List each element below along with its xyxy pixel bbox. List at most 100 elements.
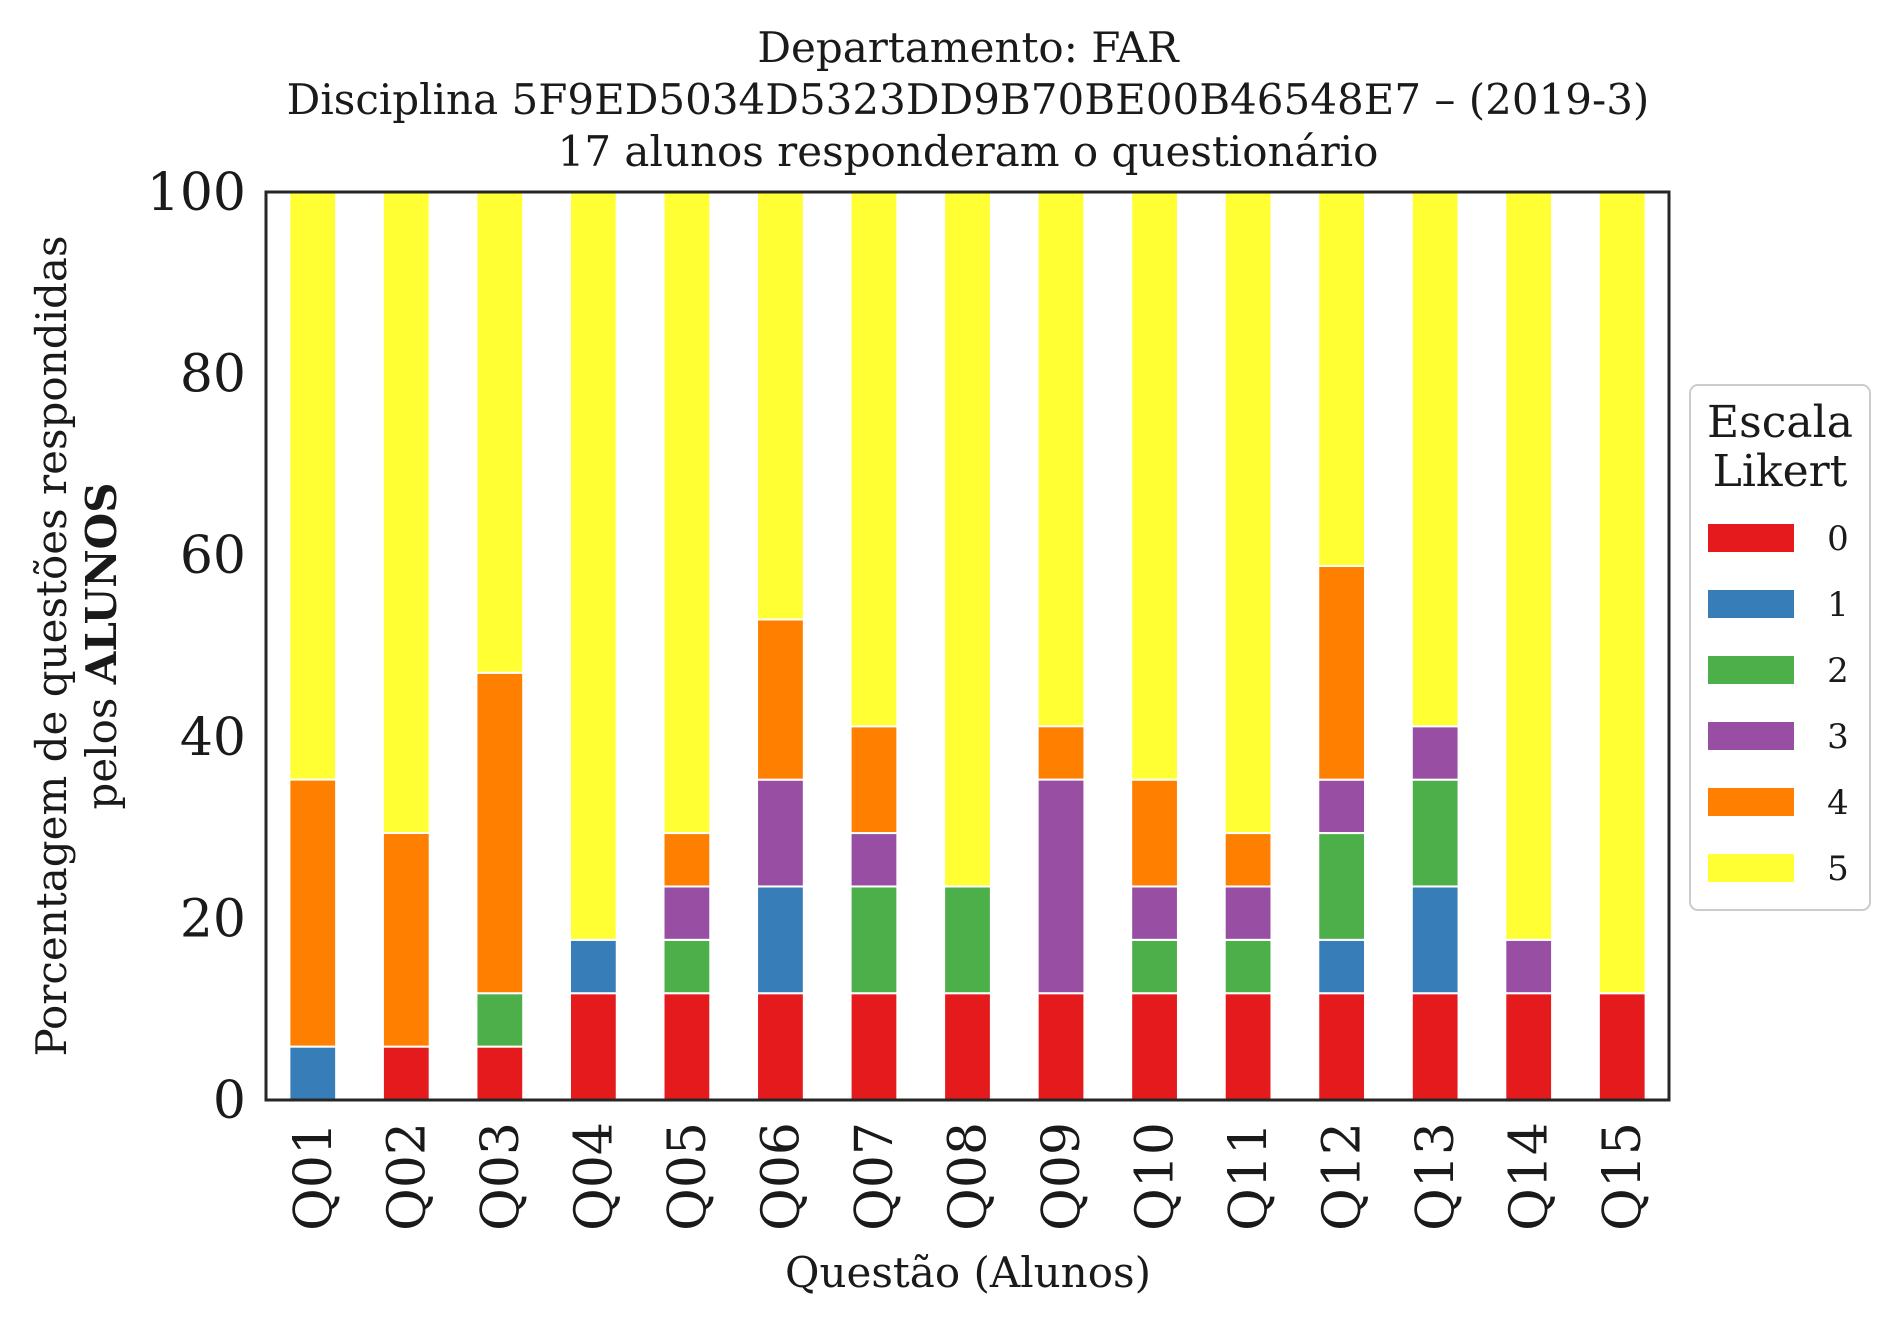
title-line-3: 17 alunos responderam o questionário [558, 127, 1379, 176]
y-axis-ticks: 0 20 40 60 80 100 [147, 163, 246, 1131]
x-axis-ticks: Q01 Q02 Q03 Q04 Q05 Q06 Q07 Q08 Q09 Q10 Q11 Q12 Q13 Q… [284, 1122, 1653, 1231]
x-tick-label: Q11 [1219, 1122, 1279, 1231]
bar-Q13-level-0 [1410, 992, 1460, 1101]
bar-Q14-level-3 [1504, 938, 1554, 995]
bar-Q05-level-3 [662, 885, 712, 941]
bar-Q14-level-5 [1504, 191, 1554, 941]
bar-Q07-level-5 [849, 191, 899, 728]
bar-Q08-level-0 [943, 992, 992, 1101]
bar-Q05-level-4 [662, 832, 712, 888]
legend-swatch-1 [1708, 590, 1794, 618]
bar-Q06-level-1 [756, 885, 805, 995]
y-tick-label: 0 [213, 1071, 246, 1131]
bar-Q09-level-0 [1036, 992, 1086, 1101]
bar-Q13-level-1 [1410, 885, 1460, 995]
bar-Q10-level-3 [1130, 885, 1179, 941]
y-tick-label: 20 [180, 889, 246, 949]
y-axis-label-prefix: pelos [77, 684, 126, 809]
bar-Q13-level-2 [1410, 778, 1460, 888]
bar-Q10-level-2 [1130, 938, 1179, 995]
bar-Q12-level-5 [1317, 191, 1367, 568]
bar-Q02-level-4 [381, 831, 431, 1048]
legend-label-5: 5 [1827, 849, 1849, 889]
x-tick-label: Q04 [564, 1122, 624, 1231]
y-tick-label: 60 [180, 526, 246, 586]
bar-Q03-level-5 [475, 191, 525, 674]
bar-Q14-level-0 [1504, 992, 1554, 1101]
bar-Q03-level-4 [475, 671, 525, 995]
x-tick-label: Q14 [1500, 1122, 1560, 1231]
legend-label-1: 1 [1827, 585, 1849, 625]
legend-swatch-0 [1708, 524, 1794, 552]
bar-Q11-level-3 [1223, 885, 1273, 941]
x-tick-label: Q01 [284, 1122, 344, 1231]
y-axis-label-bold: ALUNOS [77, 482, 126, 685]
legend-swatch-4 [1708, 788, 1794, 816]
bar-Q09-level-5 [1036, 191, 1086, 728]
bar-Q01-level-5 [288, 191, 338, 781]
legend-label-3: 3 [1827, 717, 1849, 757]
legend-label-2: 2 [1827, 651, 1849, 691]
bar-Q13-level-3 [1410, 725, 1460, 781]
bar-Q12-level-2 [1317, 832, 1367, 941]
bar-Q01-level-4 [288, 778, 338, 1048]
y-axis-label-line-2: pelos ALUNOS [77, 482, 126, 809]
y-axis-label-line-1: Porcentagem de questões respondidas [27, 235, 76, 1056]
legend-items: 0 1 2 3 4 5 [1708, 519, 1849, 889]
bar-Q09-level-4 [1036, 725, 1086, 781]
x-tick-label: Q06 [751, 1122, 811, 1231]
x-tick-label: Q07 [845, 1122, 905, 1231]
bar-Q07-level-2 [849, 885, 899, 995]
bar-Q02-level-5 [381, 191, 431, 834]
bar-Q10-level-4 [1130, 778, 1179, 888]
x-tick-label: Q13 [1406, 1122, 1466, 1231]
bar-Q04-level-5 [568, 191, 618, 941]
legend-swatch-2 [1708, 656, 1794, 684]
x-tick-label: Q12 [1313, 1122, 1373, 1231]
bar-Q07-level-3 [849, 832, 899, 888]
bar-Q06-level-5 [756, 191, 805, 621]
x-tick-label: Q03 [471, 1122, 531, 1231]
legend-swatch-5 [1708, 854, 1794, 882]
bar-Q03-level-0 [475, 1045, 525, 1102]
bar-Q11-level-5 [1223, 191, 1273, 835]
bar-Q10-level-5 [1130, 191, 1179, 781]
bar-Q12-level-0 [1317, 992, 1367, 1101]
bar-Q13-level-5 [1410, 191, 1460, 728]
legend: Escala Likert 0 1 2 3 4 5 [1689, 384, 1871, 911]
bar-Q12-level-4 [1317, 565, 1367, 781]
y-tick-label: 100 [147, 163, 246, 223]
bar-Q06-level-3 [756, 778, 805, 888]
legend-label-4: 4 [1827, 783, 1849, 823]
bar-Q10-level-0 [1130, 992, 1179, 1101]
bar-Q12-level-3 [1317, 778, 1367, 835]
y-tick-label: 80 [180, 345, 246, 405]
bar-Q11-level-2 [1223, 938, 1273, 995]
bars-group [288, 191, 1647, 1102]
bar-Q15-level-5 [1597, 191, 1647, 995]
bar-Q05-level-5 [662, 191, 712, 835]
bar-Q02-level-0 [381, 1045, 431, 1102]
x-tick-label: Q05 [658, 1122, 718, 1231]
bar-Q06-level-4 [756, 618, 805, 781]
bar-Q09-level-3 [1036, 778, 1086, 995]
bar-Q04-level-1 [568, 938, 618, 995]
x-tick-label: Q10 [1126, 1122, 1186, 1231]
bar-Q08-level-5 [943, 191, 992, 888]
legend-title-line-1: Escala [1707, 397, 1853, 448]
x-tick-label: Q09 [1032, 1122, 1092, 1231]
bar-Q01-level-1 [288, 1045, 338, 1102]
x-tick-label: Q02 [377, 1122, 437, 1231]
chart-title: Departamento: FAR Disciplina 5F9ED5034D5… [287, 23, 1650, 176]
legend-swatch-3 [1708, 722, 1794, 750]
x-tick-label: Q15 [1593, 1122, 1653, 1231]
bar-Q08-level-2 [943, 885, 992, 995]
bar-Q07-level-0 [849, 992, 899, 1101]
bar-Q11-level-4 [1223, 832, 1273, 888]
legend-label-0: 0 [1827, 519, 1849, 559]
y-axis-label: Porcentagem de questões respondidas pelo… [27, 235, 126, 1056]
x-axis-label: Questão (Alunos) [785, 1248, 1151, 1297]
bar-Q15-level-0 [1597, 992, 1647, 1101]
bar-Q07-level-4 [849, 725, 899, 835]
y-tick-label: 40 [180, 708, 246, 768]
